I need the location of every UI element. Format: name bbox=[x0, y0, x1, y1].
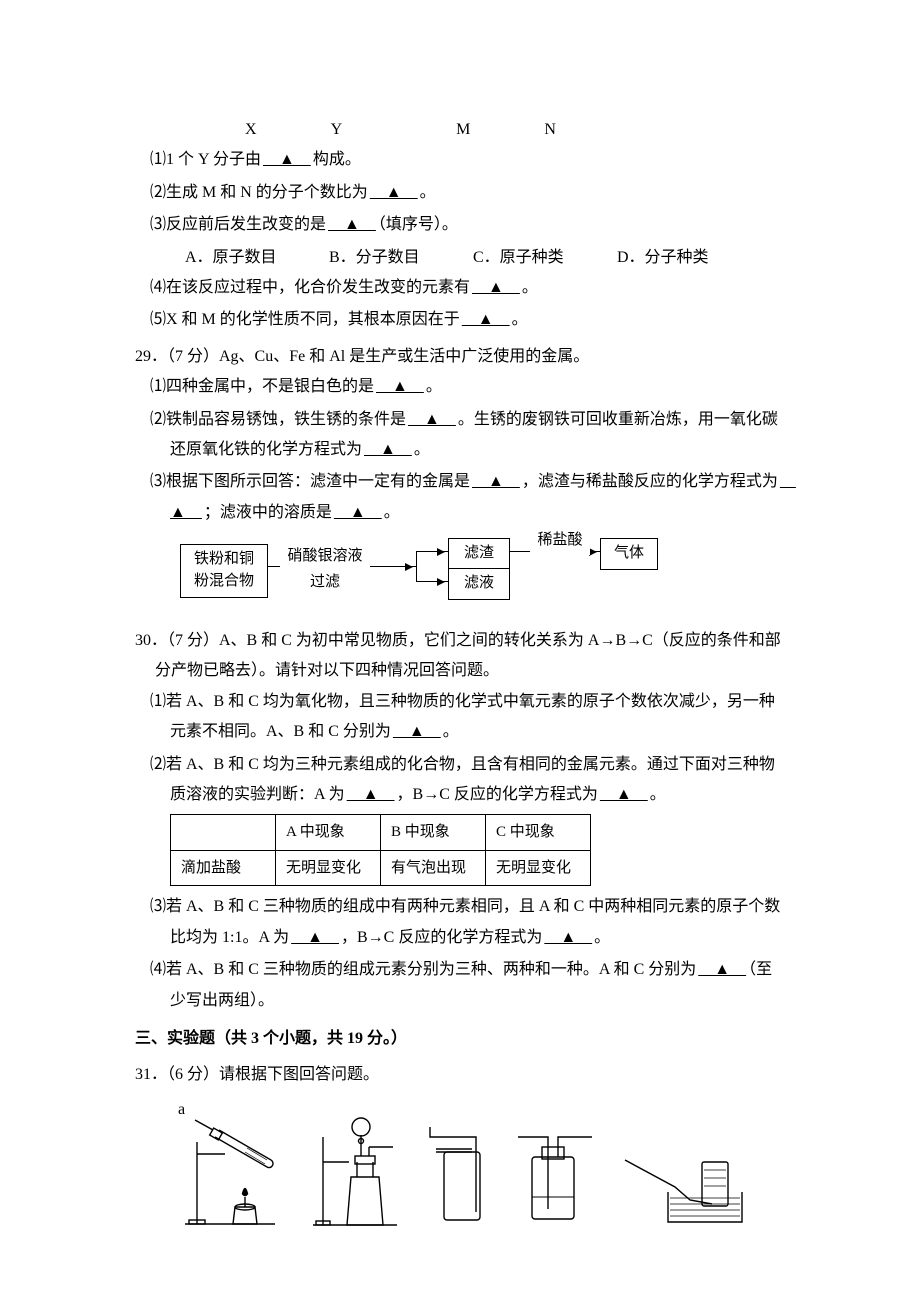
xymn-x: X bbox=[245, 115, 259, 145]
blank: ▲ bbox=[470, 473, 522, 490]
th-blank bbox=[171, 815, 276, 851]
blank: ▲ bbox=[598, 786, 650, 803]
blank: ▲ bbox=[362, 441, 414, 458]
q28-4: ⑷在该反应过程中，化合价发生改变的元素有 ▲ 。 bbox=[135, 273, 785, 303]
blank: ▲ bbox=[374, 378, 426, 395]
opt-b: B．分子数目 bbox=[329, 243, 469, 273]
apparatus-a-icon bbox=[175, 1112, 290, 1232]
q30-main: 30．（7 分）A、B 和 C 为初中常见物质，它们之间的转化关系为 A→B→C… bbox=[135, 626, 785, 687]
blank: ▲ bbox=[696, 961, 748, 978]
apparatus-b-icon bbox=[305, 1107, 405, 1232]
blank: ▲ bbox=[332, 504, 384, 521]
q29-flow-diagram: 铁粉和铜 粉混合物 硝酸银溶液 过滤 滤渣 滤液 稀盐酸 气体 bbox=[180, 534, 785, 614]
flow-arrow-down bbox=[416, 581, 448, 582]
flow-box-residue: 滤渣 bbox=[448, 538, 510, 570]
q28-options: A．原子数目 B．分子数目 C．原子种类 D．分子种类 bbox=[135, 243, 785, 273]
blank: ▲ bbox=[289, 929, 341, 946]
th-a: A 中现象 bbox=[276, 815, 381, 851]
apparatus-e-icon bbox=[620, 1132, 750, 1232]
apparatus-c-icon bbox=[420, 1117, 500, 1232]
tr-a: 无明显变化 bbox=[276, 850, 381, 886]
q31-apparatus-row: a bbox=[175, 1099, 785, 1244]
q30-1: ⑴若 A、B 和 C 均为氧化物，且三种物质的化学式中氧元素的原子个数依次减少，… bbox=[135, 687, 785, 748]
xymn-n: N bbox=[544, 115, 558, 145]
q28-2: ⑵生成 M 和 N 的分子个数比为 ▲ 。 bbox=[135, 178, 785, 208]
q31-main: 31．（6 分）请根据下图回答问题。 bbox=[135, 1060, 785, 1090]
flow-box-mixture: 铁粉和铜 粉混合物 bbox=[180, 544, 268, 598]
blank: ▲ bbox=[470, 279, 522, 296]
q30-3: ⑶若 A、B 和 C 三种物质的组成中有两种元素相同，且 A 和 C 中两种相同… bbox=[135, 892, 785, 953]
flow-box-filtrate: 滤液 bbox=[448, 568, 510, 600]
tr-b: 有气泡出现 bbox=[381, 850, 486, 886]
blank: ▲ bbox=[391, 723, 443, 740]
opt-d: D．分子种类 bbox=[617, 243, 709, 273]
tr-c: 无明显变化 bbox=[486, 850, 591, 886]
apparatus-d-icon bbox=[510, 1117, 600, 1232]
flow-step-1: 硝酸银溶液 bbox=[280, 542, 370, 571]
q29-2: ⑵铁制品容易锈蚀，铁生锈的条件是 ▲ 。生锈的废钢铁可回收重新冶炼，用一氧化碳还… bbox=[135, 405, 785, 466]
flow-step-2: 过滤 bbox=[295, 568, 355, 597]
q28-3: ⑶反应前后发生改变的是 ▲ （填序号）。 bbox=[135, 210, 785, 240]
th-b: B 中现象 bbox=[381, 815, 486, 851]
q29-3: ⑶根据下图所示回答：滤渣中一定有的金属是 ▲ ，滤渣与稀盐酸反应的化学方程式为 … bbox=[135, 467, 785, 528]
q30-phenomena-table: A 中现象 B 中现象 C 中现象 滴加盐酸 无明显变化 有气泡出现 无明显变化 bbox=[170, 814, 591, 886]
blank: ▲ bbox=[368, 184, 420, 201]
q29-main: 29．（7 分）Ag、Cu、Fe 和 Al 是生产或生活中广泛使用的金属。 bbox=[135, 342, 785, 372]
th-c: C 中现象 bbox=[486, 815, 591, 851]
opt-a: A．原子数目 bbox=[185, 243, 325, 273]
tr-label: 滴加盐酸 bbox=[171, 850, 276, 886]
blank: ▲ bbox=[261, 151, 313, 168]
flow-box-gas: 气体 bbox=[600, 538, 658, 570]
opt-c: C．原子种类 bbox=[473, 243, 613, 273]
blank: ▲ bbox=[406, 411, 458, 428]
xymn-y: Y bbox=[331, 115, 345, 145]
blank: ▲ bbox=[326, 216, 378, 233]
q28-5: ⑸X 和 M 的化学性质不同，其根本原因在于 ▲ 。 bbox=[135, 305, 785, 335]
q29-1: ⑴四种金属中，不是银白色的是 ▲ 。 bbox=[135, 372, 785, 402]
q30-2: ⑵若 A、B 和 C 均为三种元素组成的化合物，且含有相同的金属元素。通过下面对… bbox=[135, 750, 785, 811]
q30-4: ⑷若 A、B 和 C 三种物质的组成元素分别为三种、两种和一种。A 和 C 分别… bbox=[135, 955, 785, 1016]
section-3-heading: 三、实验题（共 3 个小题，共 19 分。） bbox=[135, 1024, 785, 1054]
q28-1: ⑴1 个 Y 分子由 ▲ 构成。 bbox=[135, 145, 785, 175]
xymn-labels: X Y M N bbox=[135, 115, 785, 145]
blank: ▲ bbox=[542, 929, 594, 946]
flow-label-hcl: 稀盐酸 bbox=[530, 526, 590, 555]
flow-arrow-up bbox=[416, 551, 448, 552]
blank: ▲ bbox=[460, 311, 512, 328]
xymn-m: M bbox=[456, 115, 472, 145]
blank: ▲ bbox=[345, 786, 397, 803]
